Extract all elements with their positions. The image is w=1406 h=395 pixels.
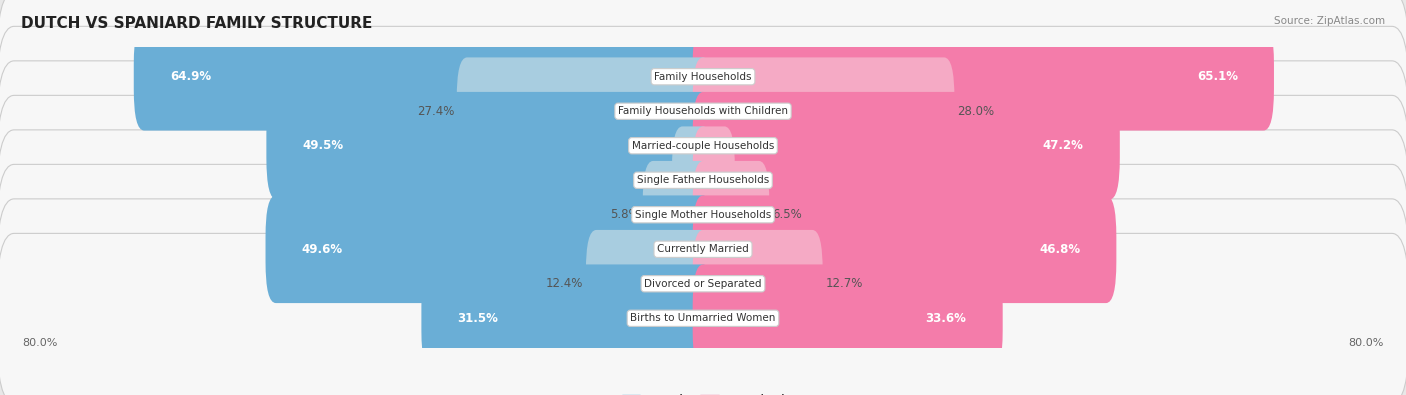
FancyBboxPatch shape [693,264,1002,372]
FancyBboxPatch shape [457,57,713,165]
FancyBboxPatch shape [643,161,713,269]
Text: 80.0%: 80.0% [1348,338,1384,348]
Text: Births to Unmarried Women: Births to Unmarried Women [630,313,776,323]
Text: Divorced or Separated: Divorced or Separated [644,279,762,289]
Text: 28.0%: 28.0% [957,105,994,118]
FancyBboxPatch shape [266,92,713,199]
Text: 6.5%: 6.5% [772,208,801,221]
FancyBboxPatch shape [0,130,1406,300]
Text: 5.8%: 5.8% [610,208,640,221]
FancyBboxPatch shape [693,92,1119,199]
FancyBboxPatch shape [693,23,1274,131]
Text: 27.4%: 27.4% [416,105,454,118]
FancyBboxPatch shape [693,57,955,165]
FancyBboxPatch shape [266,196,713,303]
Legend: Dutch, Spaniard: Dutch, Spaniard [621,394,785,395]
Text: 49.5%: 49.5% [302,139,343,152]
Text: 47.2%: 47.2% [1043,139,1084,152]
FancyBboxPatch shape [0,61,1406,231]
FancyBboxPatch shape [134,23,713,131]
Text: Single Father Households: Single Father Households [637,175,769,185]
Text: Currently Married: Currently Married [657,244,749,254]
FancyBboxPatch shape [0,95,1406,265]
FancyBboxPatch shape [422,264,713,372]
Text: 33.6%: 33.6% [925,312,966,325]
Text: 31.5%: 31.5% [457,312,499,325]
Text: Married-couple Households: Married-couple Households [631,141,775,151]
Text: DUTCH VS SPANIARD FAMILY STRUCTURE: DUTCH VS SPANIARD FAMILY STRUCTURE [21,16,373,31]
FancyBboxPatch shape [0,26,1406,196]
Text: 80.0%: 80.0% [22,338,58,348]
Text: 12.7%: 12.7% [825,277,863,290]
Text: 2.5%: 2.5% [738,174,768,187]
FancyBboxPatch shape [693,161,769,269]
Text: Family Households: Family Households [654,72,752,82]
Text: Family Households with Children: Family Households with Children [619,106,787,116]
FancyBboxPatch shape [586,230,713,338]
FancyBboxPatch shape [693,230,823,338]
FancyBboxPatch shape [0,233,1406,395]
Text: 64.9%: 64.9% [170,70,211,83]
Text: 46.8%: 46.8% [1039,243,1080,256]
Text: 12.4%: 12.4% [546,277,583,290]
FancyBboxPatch shape [0,164,1406,334]
FancyBboxPatch shape [0,199,1406,369]
FancyBboxPatch shape [693,126,735,234]
Text: Single Mother Households: Single Mother Households [636,210,770,220]
Text: 49.6%: 49.6% [302,243,343,256]
Text: 65.1%: 65.1% [1197,70,1237,83]
Text: 2.4%: 2.4% [640,174,669,187]
FancyBboxPatch shape [0,0,1406,162]
Text: Source: ZipAtlas.com: Source: ZipAtlas.com [1274,16,1385,26]
FancyBboxPatch shape [693,196,1116,303]
FancyBboxPatch shape [672,126,713,234]
